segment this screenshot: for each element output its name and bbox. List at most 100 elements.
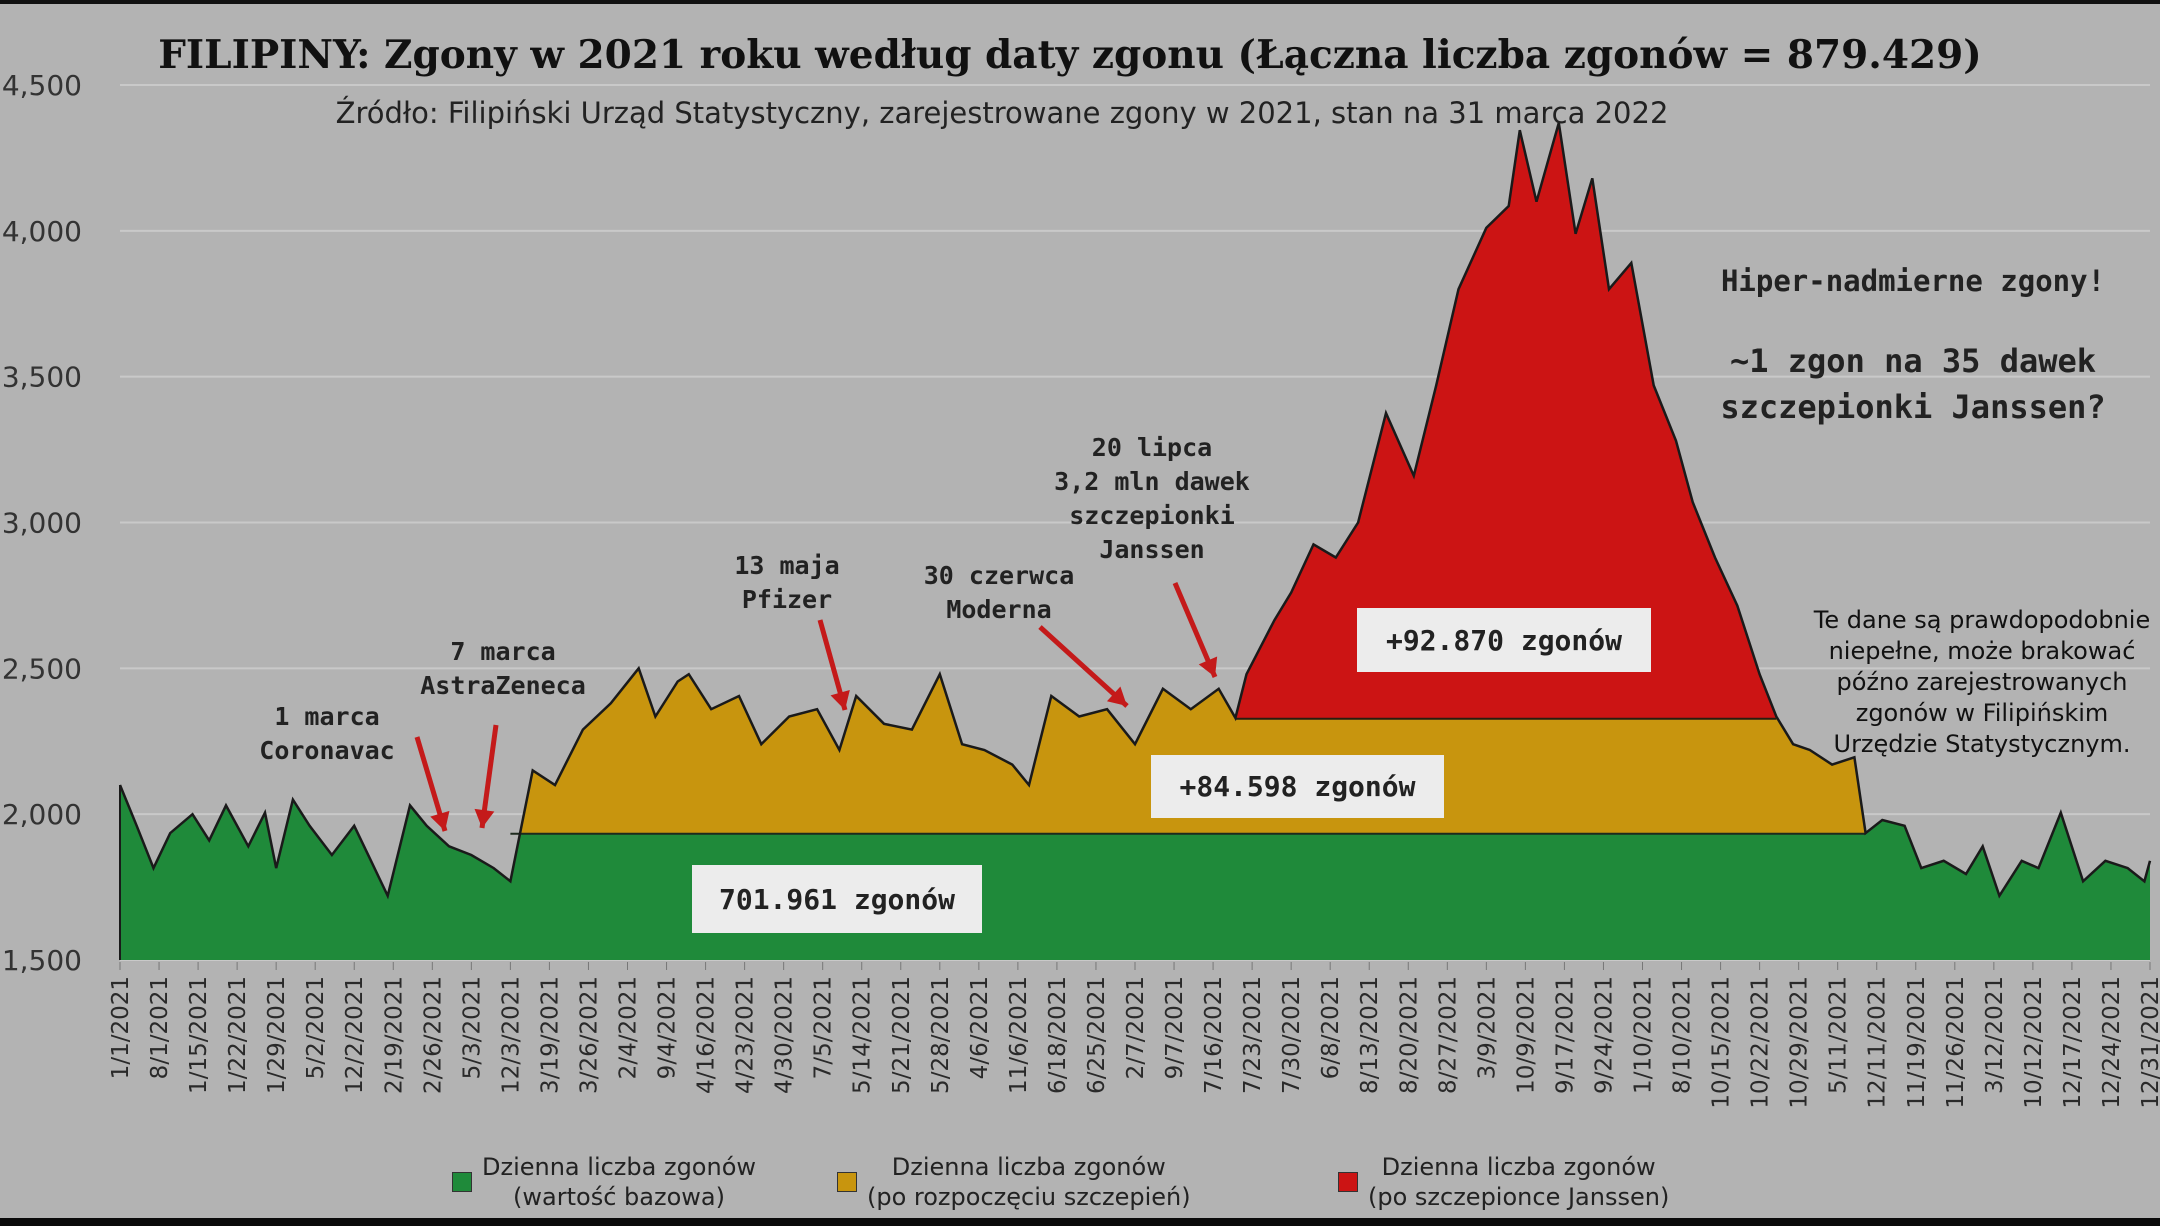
headline-line: Hiper-nadmierne zgony!	[1720, 264, 2106, 298]
x-tick-label: 10/12/2021	[2021, 976, 2047, 1109]
x-tick-label: 5/21/2021	[889, 976, 915, 1094]
x-tick-label: 3/19/2021	[537, 976, 563, 1094]
y-tick-label: 4,500	[2, 69, 82, 102]
x-tick-label: 9/17/2021	[1552, 976, 1578, 1094]
x-tick-label: 7/23/2021	[1240, 976, 1266, 1094]
y-tick-label: 2,000	[2, 798, 82, 831]
x-tick-label: 7/16/2021	[1201, 976, 1227, 1094]
arrow-head-icon	[430, 810, 450, 831]
x-tick-label: 2/26/2021	[420, 976, 446, 1094]
y-tick-label: 3,000	[2, 507, 82, 540]
x-tick-label: 12/24/2021	[2099, 976, 2125, 1109]
x-tick-label: 5/11/2021	[1826, 976, 1852, 1094]
baseline-deaths-label: 701.961 zgonów	[692, 865, 982, 933]
pfizer-annotation: 13 maja Pfizer	[734, 549, 839, 617]
annotation-line: Janssen	[1099, 535, 1205, 564]
x-tick-label: 1/10/2021	[1631, 976, 1657, 1094]
headline-line: szczepionki Janssen?	[1720, 388, 2106, 426]
x-tick-label: 12/11/2021	[1865, 976, 1891, 1109]
x-tick-label: 10/29/2021	[1787, 976, 1813, 1109]
x-tick-label: 12/17/2021	[2060, 976, 2086, 1109]
x-tick-label: 1/15/2021	[186, 976, 212, 1094]
note-line: Urzędzie Statystycznym.	[1833, 730, 2131, 758]
x-tick-label: 2/19/2021	[381, 976, 407, 1094]
x-tick-label: 3/12/2021	[1982, 976, 2008, 1094]
legend-line: (po rozpoczęciu szczepień)	[867, 1183, 1191, 1211]
legend-line: Dzienna liczba zgonów	[1381, 1153, 1656, 1181]
x-tick-label: 9/7/2021	[1162, 976, 1188, 1079]
x-tick-label: 2/4/2021	[616, 976, 642, 1079]
x-tick-label: 12/2/2021	[342, 976, 368, 1094]
dose-ratio-annotation: ~1 zgon na 35 dawek szczepionki Janssen?	[1720, 338, 2105, 430]
annotation-line: 30 czerwca	[923, 561, 1075, 590]
legend-item-janssen: Dzienna liczba zgonów (po szczepionce Ja…	[1338, 1152, 1669, 1212]
x-tick-label: 7/5/2021	[811, 976, 837, 1079]
y-tick-label: 3,500	[2, 361, 82, 394]
y-tick-label: 2,500	[2, 652, 82, 685]
x-tick-label: 1/1/2021	[108, 976, 134, 1079]
x-tick-label: 1/22/2021	[225, 976, 251, 1094]
annotation-line: 1 marca	[274, 702, 380, 731]
x-tick-label: 10/9/2021	[1513, 976, 1539, 1094]
x-tick-label: 8/27/2021	[1435, 976, 1461, 1094]
legend-swatch-gold	[837, 1172, 857, 1192]
x-tick-label: 3/9/2021	[1474, 976, 1500, 1079]
headline-line: ~1 zgon na 35 dawek	[1729, 342, 2097, 380]
legend-label: Dzienna liczba zgonów (po rozpoczęciu sz…	[867, 1152, 1191, 1212]
y-tick-label: 4,000	[2, 215, 82, 248]
x-tick-label: 8/10/2021	[1670, 976, 1696, 1094]
x-tick-label: 2/7/2021	[1123, 976, 1149, 1079]
note-line: niepełne, może brakować	[1828, 637, 2136, 665]
annotation-line: 7 marca	[450, 637, 556, 666]
legend-item-post-vaccination: Dzienna liczba zgonów (po rozpoczęciu sz…	[837, 1152, 1191, 1212]
post-vaccination-deaths-label: +84.598 zgonów	[1151, 755, 1444, 818]
arrow-head-icon	[1198, 656, 1218, 677]
chart-subtitle: Źródło: Filipiński Urząd Statystyczny, z…	[335, 96, 1669, 130]
x-tick-label: 10/22/2021	[1748, 976, 1774, 1109]
arrow-head-icon	[1106, 686, 1127, 706]
legend-line: Dzienna liczba zgonów	[482, 1153, 757, 1181]
x-tick-label: 4/30/2021	[772, 976, 798, 1094]
x-tick-label: 5/28/2021	[928, 976, 954, 1094]
x-tick-label: 6/18/2021	[1045, 976, 1071, 1094]
x-tick-label: 10/15/2021	[1709, 976, 1735, 1109]
annotation-line: 20 lipca	[1091, 433, 1213, 462]
legend-swatch-green	[452, 1172, 472, 1192]
incomplete-data-note: Te dane są prawdopodobnie niepełne, może…	[1814, 605, 2150, 760]
x-tick-label: 12/3/2021	[498, 976, 524, 1094]
x-tick-label: 8/13/2021	[1357, 976, 1383, 1094]
chart-title: FILIPINY: Zgony w 2021 roku według daty …	[158, 32, 1982, 78]
bottom-border	[0, 1218, 2160, 1226]
moderna-annotation: 30 czerwca Moderna	[924, 559, 1075, 627]
astrazeneca-annotation: 7 marca AstraZeneca	[420, 635, 586, 703]
x-tick-label: 8/20/2021	[1396, 976, 1422, 1094]
x-tick-label: 5/3/2021	[459, 976, 485, 1079]
annotation-line: 13 maja	[734, 551, 840, 580]
note-line: późno zarejestrowanych	[1836, 668, 2128, 696]
x-tick-label: 4/6/2021	[967, 976, 993, 1079]
legend-label: Dzienna liczba zgonów (wartość bazowa)	[482, 1152, 756, 1212]
x-tick-label: 9/4/2021	[655, 976, 681, 1079]
note-line: Te dane są prawdopodobnie	[1813, 606, 2151, 634]
x-tick-label: 4/23/2021	[733, 976, 759, 1094]
arrow-head-icon	[474, 808, 495, 828]
legend-item-baseline: Dzienna liczba zgonów (wartość bazowa)	[452, 1152, 756, 1212]
legend-line: (po szczepionce Janssen)	[1368, 1183, 1670, 1211]
coronavac-annotation: 1 marca Coronavac	[259, 700, 394, 768]
arrow-head-icon	[830, 689, 850, 710]
x-tick-label: 11/26/2021	[1943, 976, 1969, 1109]
legend-line: Dzienna liczba zgonów	[891, 1153, 1166, 1181]
daily-deaths-line	[118, 122, 2152, 900]
x-tick-label: 7/30/2021	[1279, 976, 1305, 1094]
x-tick-label: 3/26/2021	[576, 976, 602, 1094]
annotation-line: Pfizer	[741, 585, 833, 614]
y-tick-label: 1,500	[2, 944, 82, 977]
x-tick-label: 5/14/2021	[850, 976, 876, 1094]
x-tick-label: 9/24/2021	[1591, 976, 1617, 1094]
headline-annotation: Hiper-nadmierne zgony!	[1721, 258, 2105, 304]
legend-swatch-red	[1338, 1172, 1358, 1192]
annotation-arrow	[1038, 625, 1129, 708]
x-tick-label: 1/29/2021	[264, 976, 290, 1094]
note-line: zgonów w Filipińskim	[1855, 699, 2109, 727]
